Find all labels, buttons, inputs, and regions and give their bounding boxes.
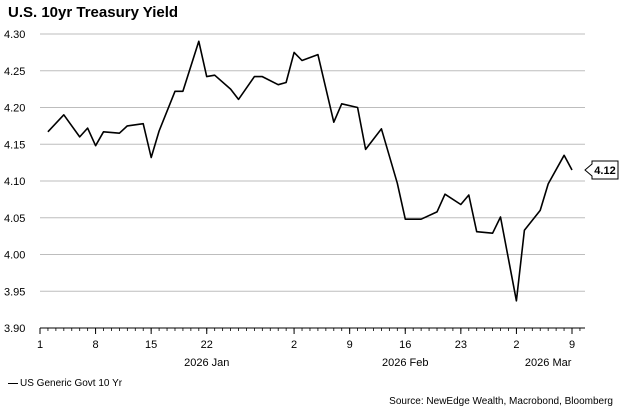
last-value-box	[584, 160, 619, 180]
x-tick-label: 9	[569, 339, 575, 351]
y-tick-label: 3.95	[4, 286, 25, 298]
legend-swatch	[8, 383, 18, 384]
x-month-label: 2026 Feb	[382, 357, 428, 369]
y-tick-label: 4.00	[4, 250, 25, 262]
x-tick-label: 9	[347, 339, 353, 351]
legend: US Generic Govt 10 Yr	[8, 378, 122, 389]
y-tick-label: 4.20	[4, 103, 25, 115]
y-axis: 3.90 3.95 4.00 4.05 4.10 4.15 4.20 4.25 4.30	[4, 29, 25, 335]
x-tick-label: 22	[201, 339, 213, 351]
x-tick-label: 23	[455, 339, 467, 351]
x-month-label: 2026 Jan	[184, 357, 229, 369]
series-line	[47, 40, 573, 302]
y-tick-label: 3.90	[4, 323, 25, 335]
legend-label: US Generic Govt 10 Yr	[20, 378, 123, 389]
x-tick-label: 2	[513, 339, 519, 351]
last-value-callout: 4.12	[584, 160, 619, 180]
x-tick-label: 1	[37, 339, 43, 351]
gridlines	[40, 33, 585, 329]
x-tick-label: 15	[145, 339, 157, 351]
y-tick-label: 4.15	[4, 139, 25, 151]
chart-title: U.S. 10yr Treasury Yield	[8, 4, 179, 21]
series-layer	[47, 40, 573, 302]
x-tick-label: 2	[291, 339, 297, 351]
x-tick-label: 16	[399, 339, 411, 351]
y-tick-label: 4.05	[4, 213, 25, 225]
y-tick-label: 4.25	[4, 66, 25, 78]
y-tick-label: 4.30	[4, 29, 25, 41]
source-note: Source: NewEdge Wealth, Macrobond, Bloom…	[389, 396, 613, 407]
x-month-label: 2026 Mar	[525, 357, 572, 369]
y-tick-label: 4.10	[4, 176, 25, 188]
x-tick-label: 8	[93, 339, 99, 351]
last-value-label: 4.12	[594, 165, 615, 177]
